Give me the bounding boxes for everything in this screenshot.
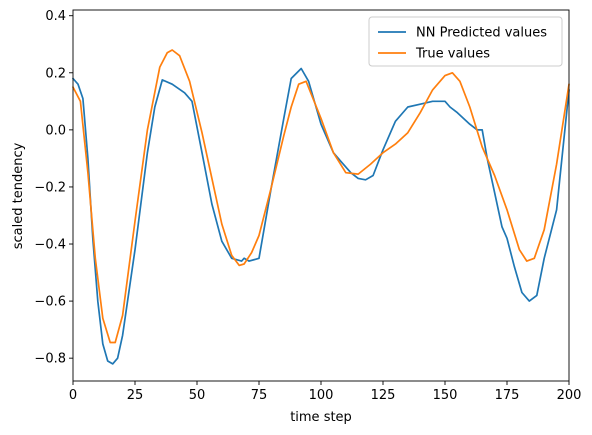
y-tick-label: 0.0 (45, 123, 66, 138)
series-line-2 (72, 49, 570, 344)
x-tick-label: 50 (189, 388, 206, 403)
x-axis: 0 25 50 75 100 125 150 175 200 (69, 381, 582, 403)
x-tick-label: 150 (433, 388, 458, 403)
x-axis-label: time step (290, 410, 352, 425)
x-tick-label: 0 (69, 388, 77, 403)
x-tick-label: 25 (127, 388, 144, 403)
series-layer (72, 49, 570, 365)
legend: NN Predicted values True values (368, 16, 563, 67)
y-tick-label: −0.2 (34, 180, 66, 195)
x-tick-label: 125 (371, 388, 396, 403)
x-tick-label: 200 (557, 388, 582, 403)
y-tick-label: 0.2 (45, 66, 66, 81)
legend-box (368, 16, 563, 67)
x-tick-label: 100 (309, 388, 334, 403)
legend-label-2: True values (415, 47, 490, 62)
plot-background (73, 10, 569, 381)
y-axis-label: scaled tendency (11, 142, 26, 249)
y-axis: −0.8 −0.6 −0.4 −0.2 0.0 0.2 0.4 (34, 9, 73, 367)
series-line-1 (72, 67, 570, 365)
y-tick-label: −0.4 (34, 238, 66, 253)
y-tick-label: 0.4 (45, 9, 66, 24)
y-tick-label: −0.8 (34, 352, 66, 367)
legend-label-1: NN Predicted values (416, 26, 547, 41)
x-tick-label: 75 (251, 388, 268, 403)
y-tick-label: −0.6 (34, 295, 66, 310)
x-tick-label: 175 (495, 388, 520, 403)
